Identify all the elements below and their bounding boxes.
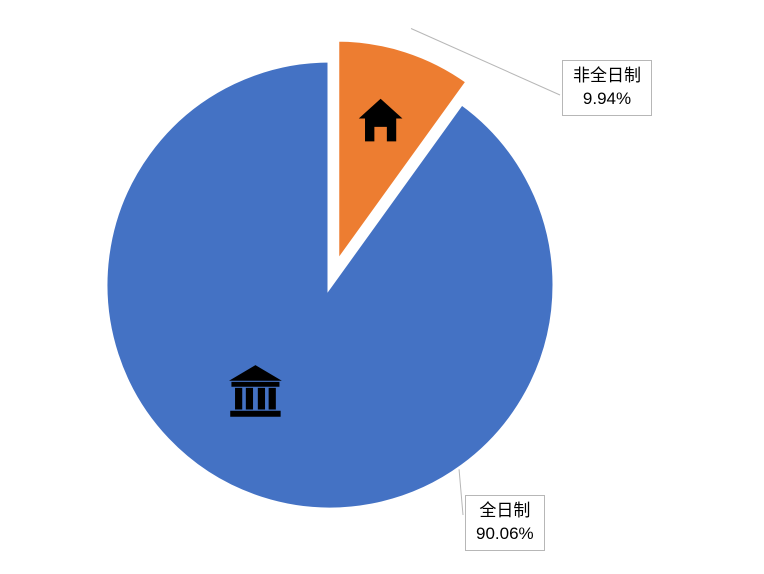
- callout-parttime-percent: 9.94%: [573, 88, 641, 111]
- callout-fulltime-label: 全日制: [476, 500, 534, 523]
- callout-fulltime: 全日制 90.06%: [465, 495, 545, 551]
- pie-slice-fulltime: [105, 60, 555, 510]
- pie-chart: 非全日制 9.94% 全日制 90.06%: [0, 0, 764, 574]
- callout-fulltime-percent: 90.06%: [476, 523, 534, 546]
- leader-line-fulltime: [459, 469, 463, 515]
- callout-parttime: 非全日制 9.94%: [562, 60, 652, 116]
- callout-parttime-label: 非全日制: [573, 65, 641, 88]
